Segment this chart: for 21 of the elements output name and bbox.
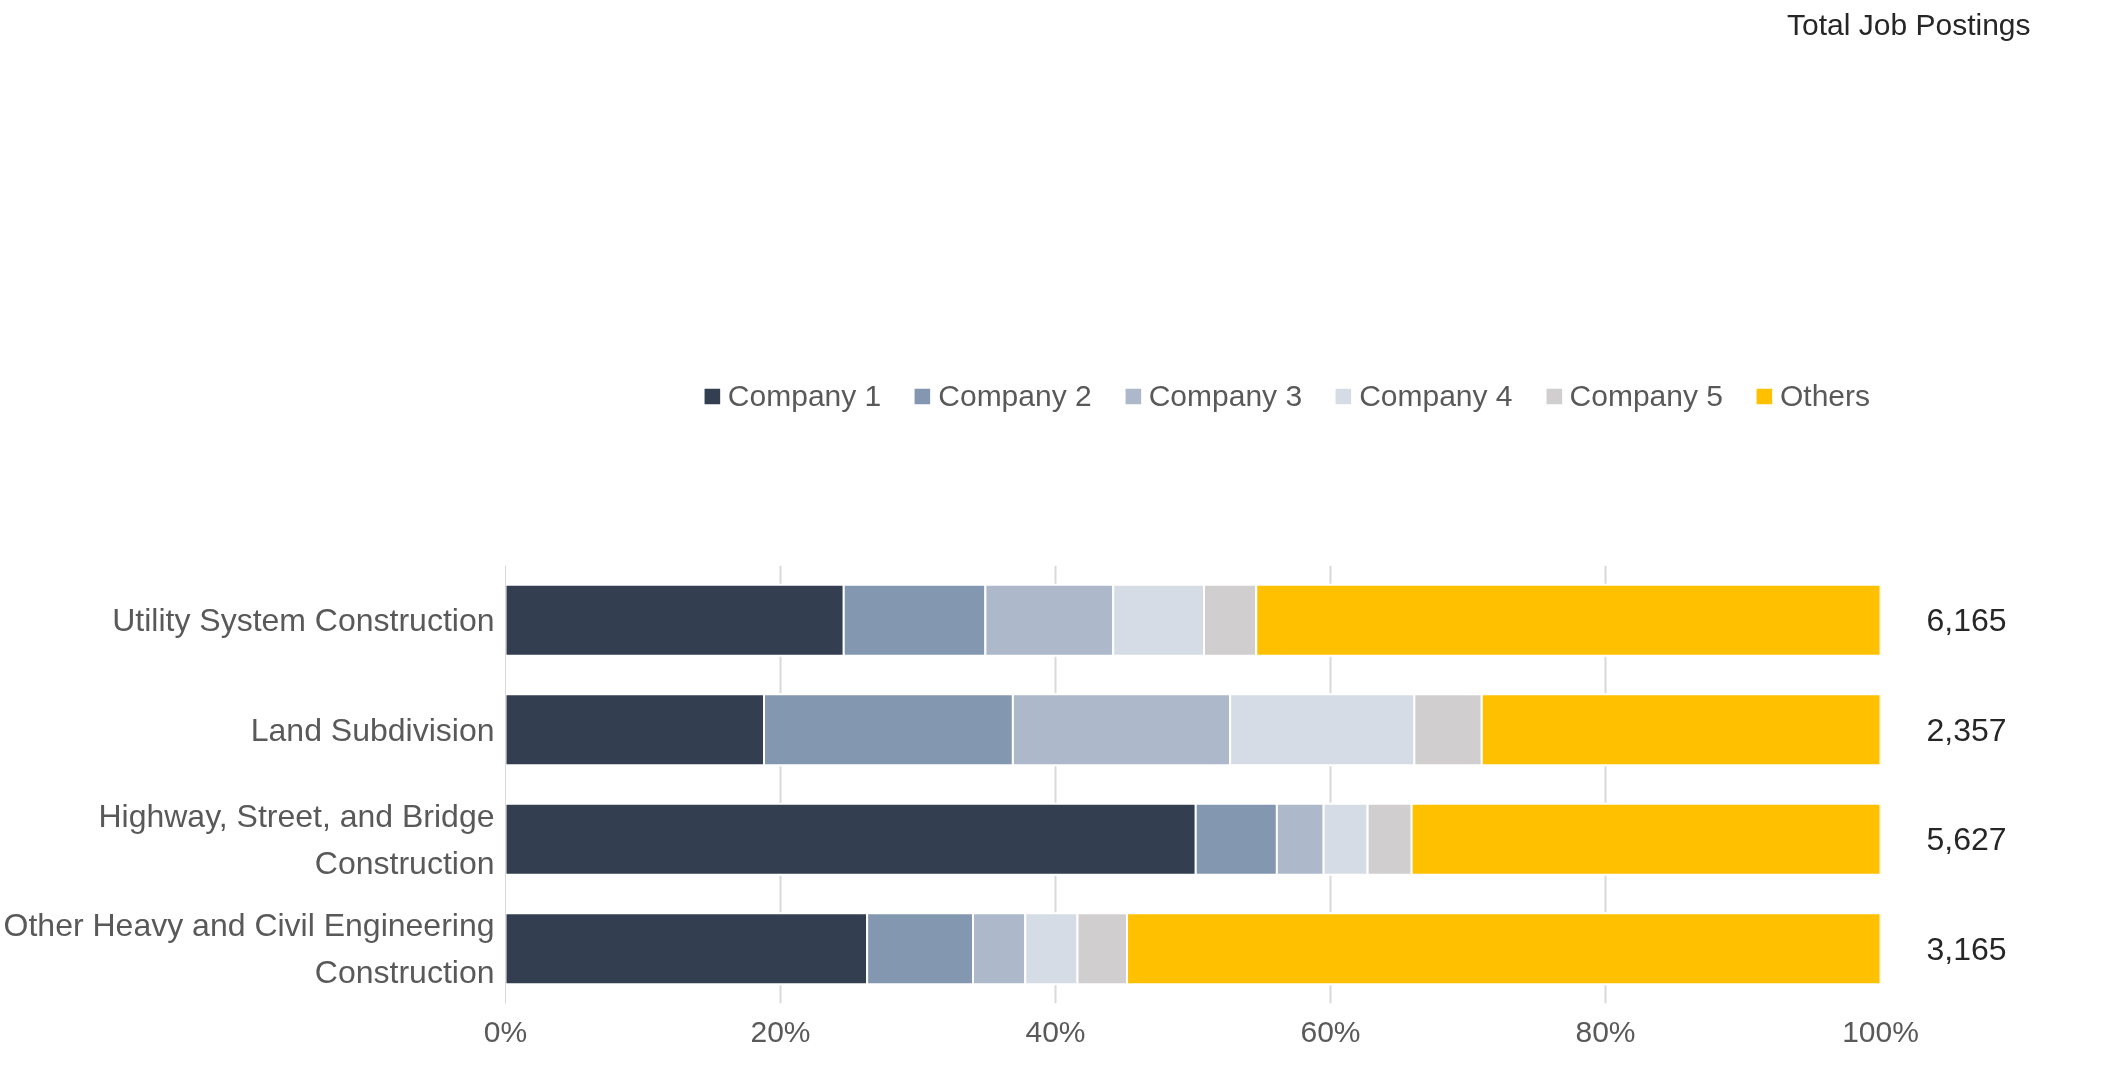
x-tick-label: 40% <box>1025 1014 1086 1048</box>
legend-label: Company 1 <box>727 379 882 413</box>
x-tick-label: 0% <box>483 1014 528 1048</box>
legend-label: Company 5 <box>1569 379 1723 413</box>
text: Total Job Postings <box>1787 7 2031 41</box>
text: 6,165 <box>1926 602 2007 639</box>
x-tick-label: 80% <box>1575 1014 1636 1048</box>
text: 5,627 <box>1926 821 2007 858</box>
y-tick-label: Land Subdivision <box>250 711 495 748</box>
x-tick-label: 60% <box>1300 1014 1361 1048</box>
legend-label: Company 2 <box>938 379 1092 413</box>
x-tick-label: 20% <box>750 1014 811 1048</box>
legend-label: Others <box>1779 379 1870 413</box>
text: 3,165 <box>1926 930 2007 967</box>
legend-label: Company 4 <box>1359 379 1513 413</box>
text: 2,357 <box>1926 711 2007 748</box>
x-tick-label: 100% <box>1842 1014 1919 1048</box>
y-tick-label: Utility System Construction <box>112 602 495 639</box>
y-tick-label: Other Heavy and Civil Engineering Construction <box>3 907 495 991</box>
y-tick-label: Highway, Street, and Bridge Construction <box>98 797 495 881</box>
legend-label: Company 3 <box>1148 379 1303 413</box>
